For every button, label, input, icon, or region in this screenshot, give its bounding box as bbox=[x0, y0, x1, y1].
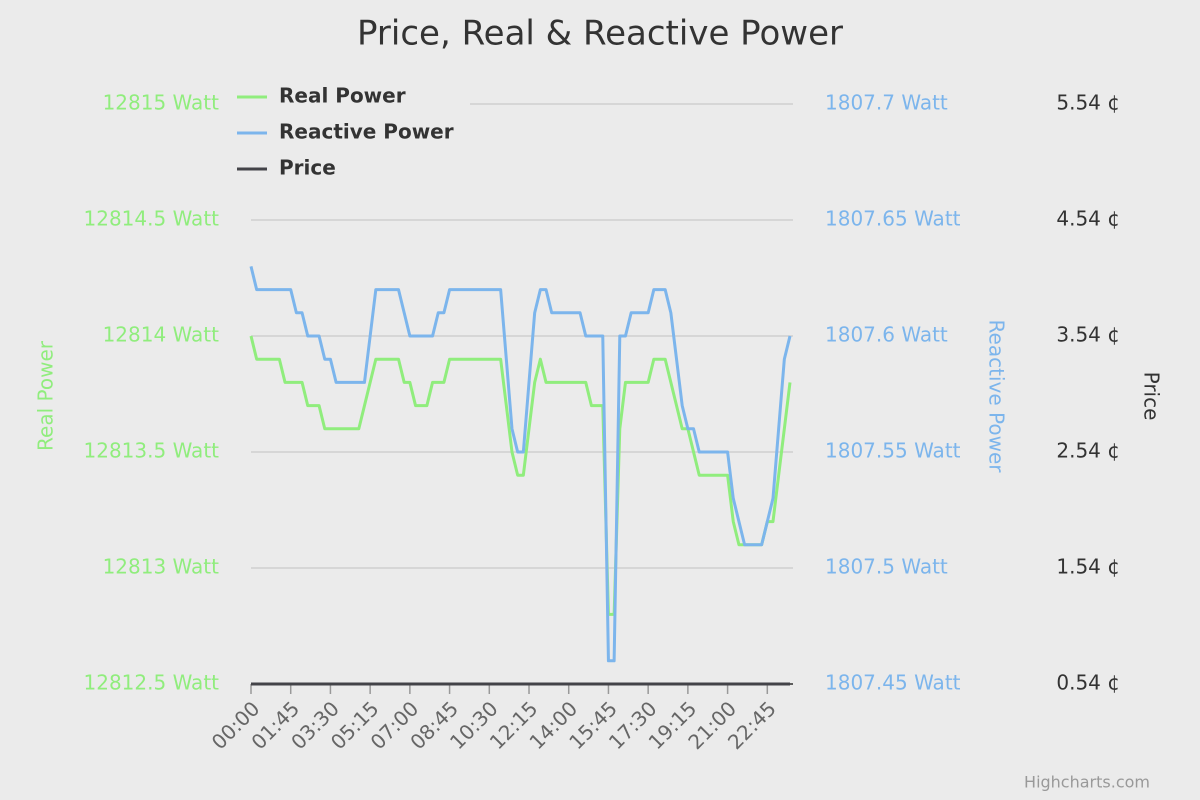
y3-tick-label: 1.54 ¢ bbox=[1056, 555, 1120, 579]
y3-tick-label: 0.54 ¢ bbox=[1056, 671, 1120, 695]
legend-label[interactable]: Real Power bbox=[279, 84, 406, 108]
y3-tick-label: 4.54 ¢ bbox=[1056, 207, 1120, 231]
y-tick-label: 12814.5 Watt bbox=[84, 207, 220, 231]
y2-tick-label: 1807.5 Watt bbox=[825, 555, 948, 579]
y-tick-label: 12814 Watt bbox=[103, 323, 220, 347]
y-tick-label: 12815 Watt bbox=[103, 91, 220, 115]
legend-label[interactable]: Price bbox=[279, 156, 336, 180]
y3-tick-label: 2.54 ¢ bbox=[1056, 439, 1120, 463]
legend: Real Power Reactive Power Price bbox=[230, 80, 470, 190]
y-tick-label: 12813 Watt bbox=[103, 555, 220, 579]
legend-box bbox=[230, 80, 470, 190]
y2-tick-label: 1807.7 Watt bbox=[825, 91, 948, 115]
y-tick-label: 12813.5 Watt bbox=[84, 439, 220, 463]
y3-axis-title: Price bbox=[1140, 372, 1164, 421]
credit[interactable]: Highcharts.com bbox=[1024, 773, 1150, 792]
y2-tick-label: 1807.6 Watt bbox=[825, 323, 948, 347]
y2-axis-title: Reactive Power bbox=[985, 320, 1009, 474]
y3-tick-label: 3.54 ¢ bbox=[1056, 323, 1120, 347]
series-line bbox=[249, 335, 792, 616]
chart-title: Price, Real & Reactive Power bbox=[357, 14, 843, 54]
y2-tick-label: 1807.65 Watt bbox=[825, 207, 961, 231]
y3-tick-label: 5.54 ¢ bbox=[1056, 91, 1120, 115]
y2-tick-label: 1807.55 Watt bbox=[825, 439, 961, 463]
y-tick-label: 12812.5 Watt bbox=[84, 671, 220, 695]
series-line bbox=[249, 266, 792, 663]
legend-label[interactable]: Reactive Power bbox=[279, 120, 454, 144]
y2-tick-label: 1807.45 Watt bbox=[825, 671, 961, 695]
y-axis-title: Real Power bbox=[34, 340, 58, 451]
